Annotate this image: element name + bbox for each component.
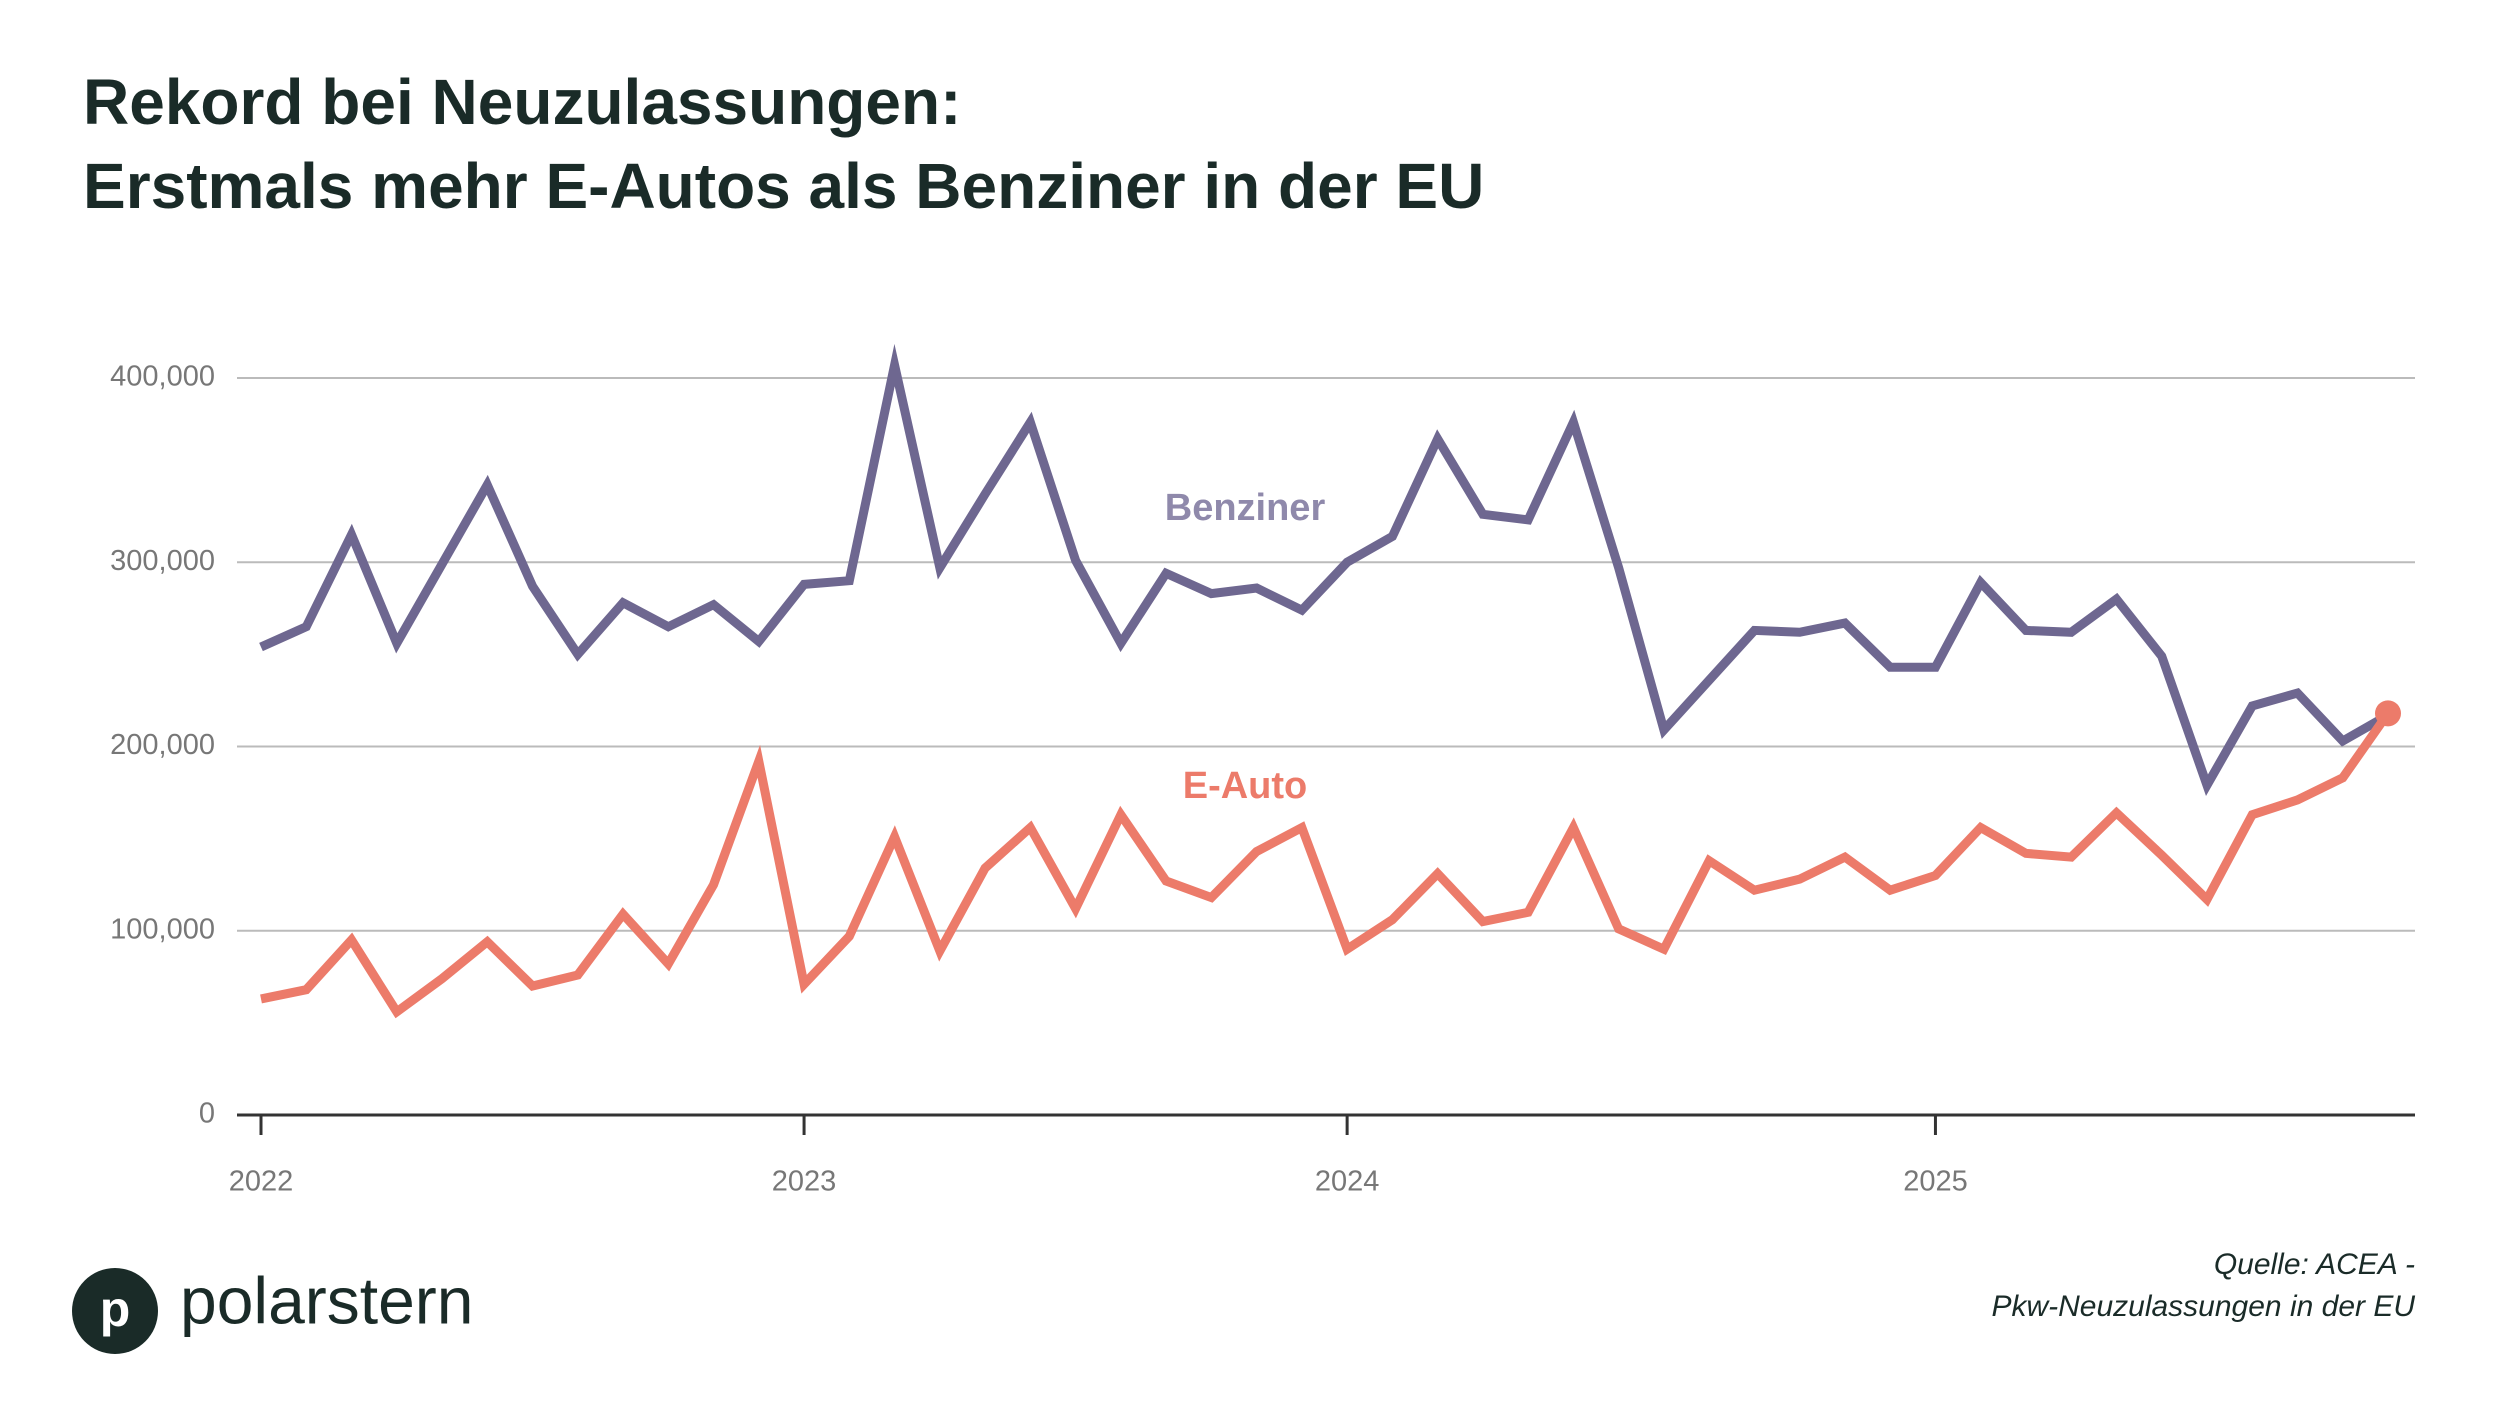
series-line (259, 343, 2391, 796)
source: Pkw-Neuzulassungen in der EU (1991, 1290, 2415, 1323)
logo-icon (72, 1268, 158, 1354)
y-tick-label: 400,000 (110, 361, 215, 393)
x-tick-label: 2024 (1315, 1166, 1380, 1198)
series-label: E-Auto (1183, 765, 1308, 807)
x-tick-label: 2025 (1903, 1166, 1968, 1198)
y-tick-label: 200,000 (110, 729, 215, 761)
series-line (260, 710, 2392, 1019)
series-label: Benziner (1165, 487, 1326, 529)
y-tick-label: 300,000 (110, 545, 215, 577)
source: Quelle: ACEA - (2214, 1248, 2415, 1281)
chart-title: Rekord bei Neuzulassungen: (83, 66, 961, 138)
x-tick-label: 2022 (229, 1166, 294, 1198)
logo-text: polarstern (180, 1263, 474, 1337)
x-tick-label: 2023 (772, 1166, 837, 1198)
y-tick-label: 100,000 (110, 913, 215, 945)
y-tick-label: 0 (199, 1098, 215, 1130)
end-point (2375, 700, 2401, 727)
chart-title: Erstmals mehr E-Autos als Benziner in de… (83, 150, 1484, 222)
logo-letter: p (100, 1281, 131, 1337)
